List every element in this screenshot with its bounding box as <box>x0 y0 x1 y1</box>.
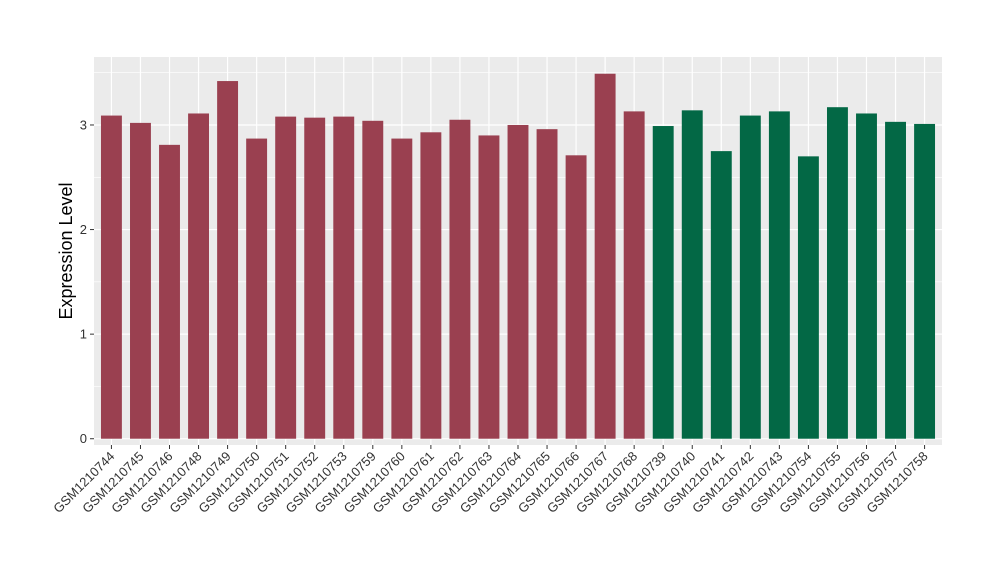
bar-GSM1210756 <box>856 113 877 439</box>
bar-GSM1210742 <box>739 115 761 439</box>
y-tick-label: 0 <box>80 431 87 446</box>
bar-GSM1210746 <box>159 144 180 439</box>
bar-GSM1210750 <box>246 138 268 439</box>
x-axis: GSM1210744GSM1210745GSM1210746GSM1210748… <box>50 445 931 516</box>
bar-GSM1210765 <box>536 129 558 439</box>
bar-GSM1210763 <box>478 135 500 439</box>
bar-GSM1210740 <box>681 110 703 439</box>
bar-GSM1210766 <box>565 155 587 439</box>
y-tick-label: 1 <box>80 327 87 342</box>
bar-GSM1210744 <box>100 115 122 439</box>
bar-GSM1210743 <box>768 111 790 439</box>
bar-GSM1210753 <box>333 116 355 439</box>
bar-GSM1210761 <box>420 132 442 439</box>
bars <box>100 73 936 439</box>
y-axis-title: Expression Level <box>56 182 76 319</box>
bar-GSM1210754 <box>797 156 819 439</box>
bar-GSM1210752 <box>304 117 326 439</box>
y-tick-label: 3 <box>80 117 87 132</box>
bar-GSM1210751 <box>275 116 297 439</box>
bar-GSM1210749 <box>217 81 239 439</box>
bar-GSM1210767 <box>594 73 616 439</box>
bar-GSM1210760 <box>391 138 413 439</box>
bar-GSM1210741 <box>710 151 732 439</box>
y-axis: 0 1 2 3 <box>80 117 94 446</box>
bar-GSM1210762 <box>449 119 471 439</box>
bar-GSM1210764 <box>507 124 529 439</box>
bar-GSM1210768 <box>623 111 645 439</box>
bar-GSM1210757 <box>885 121 906 439</box>
bar-GSM1210758 <box>914 123 936 439</box>
bar-GSM1210739 <box>652 126 674 439</box>
bar-GSM1210745 <box>130 122 151 439</box>
bar-GSM1210759 <box>362 120 384 439</box>
y-tick-label: 2 <box>80 222 87 237</box>
bar-GSM1210748 <box>188 113 210 439</box>
bar-GSM1210755 <box>826 107 848 439</box>
